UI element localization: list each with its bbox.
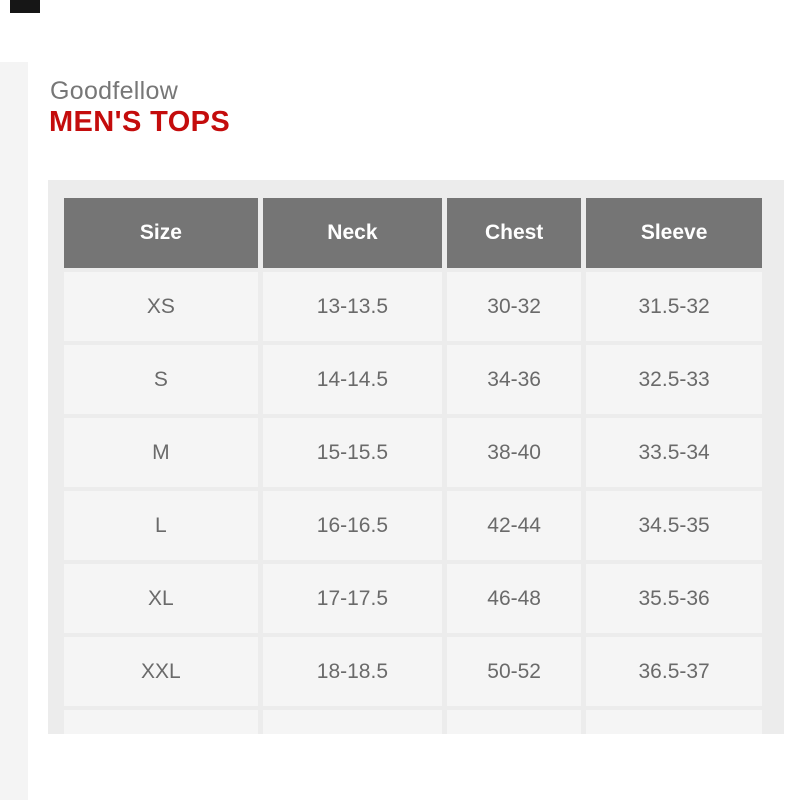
neck-cell: 17-17.5 (262, 564, 443, 633)
sleeve-cell: 31.5-32 (586, 272, 762, 341)
left-edge-strip (0, 62, 28, 800)
sleeve-cell: 35.5-36 (586, 564, 762, 633)
sleeve-cell: 34.5-35 (586, 491, 762, 560)
chest-cell: 42-44 (447, 491, 582, 560)
size-cell: XXL (64, 637, 258, 706)
size-cell: XL (64, 564, 258, 633)
neck-cell: 16-16.5 (262, 491, 443, 560)
neck-cell: 18-18.5 (262, 637, 443, 706)
size-cell: XS (64, 272, 258, 341)
clipped-row-cell (262, 710, 443, 734)
clipped-row-cell (586, 710, 762, 734)
clipped-row-cell (447, 710, 582, 734)
column-header-chest: Chest (447, 198, 582, 268)
sleeve-cell: 33.5-34 (586, 418, 762, 487)
sleeve-cell: 36.5-37 (586, 637, 762, 706)
sleeve-cell: 32.5-33 (586, 345, 762, 414)
size-chart-table: Size Neck Chest Sleeve XS 13-13.5 30-32 … (64, 198, 762, 734)
corner-mark (10, 0, 40, 13)
clipped-row-cell (64, 710, 258, 734)
page-title: MEN'S TOPS (49, 106, 231, 138)
column-header-neck: Neck (262, 198, 443, 268)
chest-cell: 30-32 (447, 272, 582, 341)
chest-cell: 46-48 (447, 564, 582, 633)
size-cell: S (64, 345, 258, 414)
size-cell: L (64, 491, 258, 560)
neck-cell: 15-15.5 (262, 418, 443, 487)
neck-cell: 14-14.5 (262, 345, 443, 414)
chest-cell: 50-52 (447, 637, 582, 706)
column-header-size: Size (64, 198, 258, 268)
chest-cell: 38-40 (447, 418, 582, 487)
chest-cell: 34-36 (447, 345, 582, 414)
size-cell: M (64, 418, 258, 487)
column-header-sleeve: Sleeve (586, 198, 762, 268)
size-chart-panel: Size Neck Chest Sleeve XS 13-13.5 30-32 … (48, 180, 784, 734)
neck-cell: 13-13.5 (262, 272, 443, 341)
brand-name: Goodfellow (50, 77, 179, 105)
